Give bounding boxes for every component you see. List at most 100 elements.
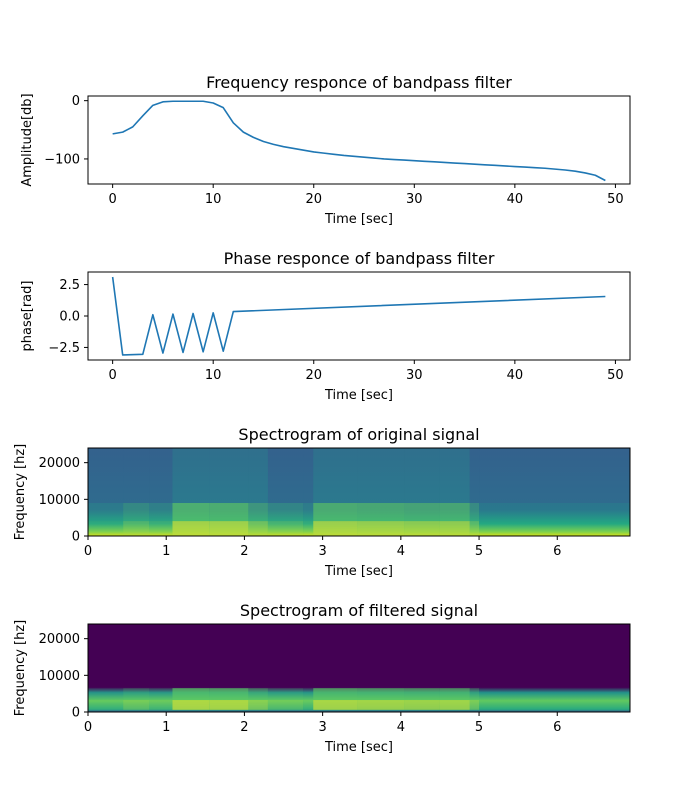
spectrogram-band-segment — [88, 503, 124, 536]
x-axis-label: Time [sec] — [324, 212, 393, 227]
axes-frame — [87, 95, 631, 185]
spectrogram-hot-segment — [267, 700, 304, 710]
spectrogram-column — [357, 448, 405, 503]
spectrogram-hot-segment — [303, 521, 314, 536]
spectrogram-hot-segment — [172, 521, 210, 536]
chart-title: Spectrogram of filtered signal — [240, 601, 478, 620]
spectrogram-hot-segment — [439, 521, 470, 536]
series-line — [112, 100, 606, 182]
spectrogram-hot-segment — [248, 521, 268, 536]
x-tick-label: 4 — [397, 720, 405, 735]
spectrogram-band-segment — [149, 688, 173, 710]
spectrogram-hot-segment — [303, 700, 314, 710]
x-tick-label: 2 — [240, 720, 248, 735]
spectrogram-hot-segment — [313, 521, 358, 536]
spectrogram-column — [303, 448, 314, 503]
x-tick-label: 30 — [406, 368, 423, 383]
x-tick-label: 1 — [162, 720, 170, 735]
spectrogram-band-segment — [404, 503, 440, 536]
y-axis-label: Frequency [hz] — [13, 444, 28, 541]
y-axis-label: phase[rad] — [20, 281, 35, 352]
spectrogram-column — [469, 448, 480, 503]
x-tick-label: 4 — [397, 544, 405, 559]
spectrogram-column — [209, 448, 249, 503]
spectrogram-hot-segment — [357, 521, 405, 536]
axes-frame — [87, 447, 631, 537]
x-tick-label: 0 — [84, 720, 92, 735]
axes-frame — [87, 271, 631, 361]
spectrogram-column — [172, 448, 210, 503]
x-axis-label: Time [sec] — [324, 388, 393, 403]
spectrogram-hot-segment — [404, 700, 440, 710]
spectrogram-band-segment — [303, 688, 314, 710]
spectrogram-band-segment — [313, 688, 358, 710]
chart-title: Spectrogram of original signal — [238, 425, 479, 444]
spectrogram-band-segment — [209, 503, 249, 536]
spectrogram-band-segment — [123, 688, 150, 710]
x-tick-label: 3 — [318, 544, 326, 559]
spectrogram-hot-segment — [172, 700, 210, 710]
spectrogram-band-segment — [209, 688, 249, 710]
spectrogram-hot-segment — [357, 700, 405, 710]
x-tick-label: 30 — [406, 192, 423, 207]
y-axis-label: Frequency [hz] — [13, 620, 28, 717]
spectrogram-hot-segment — [149, 700, 173, 710]
x-tick-label: 1 — [162, 544, 170, 559]
x-tick-label: 10 — [205, 368, 222, 383]
spectrogram-band-segment — [267, 688, 304, 710]
spectrogram-band-segment — [267, 503, 304, 536]
x-tick-label: 2 — [240, 544, 248, 559]
spectrogram-column — [313, 448, 358, 503]
y-axis-label: Amplitude[db] — [20, 93, 35, 186]
spectrogram-hot-segment — [209, 700, 249, 710]
x-tick-label: 10 — [205, 192, 222, 207]
spectrogram-column — [88, 448, 124, 503]
x-tick-label: 20 — [305, 368, 322, 383]
spectrogram-hot-segment — [149, 521, 173, 536]
spectrogram-column — [439, 448, 470, 503]
spectrogram-band-segment — [439, 688, 470, 710]
spectrogram-band-segment — [248, 503, 268, 536]
spectrogram-band-segment — [313, 503, 358, 536]
spectrogram-hot-segment — [88, 700, 124, 710]
x-tick-label: 0 — [84, 544, 92, 559]
spectrogram-hot-segment — [88, 521, 123, 536]
spectrogram-column — [149, 448, 173, 503]
spectrogram-hot-segment — [469, 700, 480, 710]
spectrogram-column — [267, 448, 304, 503]
subplot-4: 0 1 2 3 4 5 6 0 10000 20000 Spectrogram of filtere… — [13, 601, 631, 755]
spectrogram-band-segment — [149, 503, 173, 536]
y-tick-label: 10000 — [39, 669, 80, 684]
chart-title: Phase responce of bandpass filter — [224, 249, 495, 268]
y-tick-label: −2.5 — [48, 341, 80, 356]
spectrogram-band-segment — [88, 688, 124, 710]
spectrogram-band-segment — [248, 688, 268, 710]
y-tick-label: 10000 — [39, 493, 80, 508]
spectrogram-band-segment — [303, 503, 314, 536]
spectrogram-hot-segment — [267, 521, 304, 536]
x-tick-label: 50 — [607, 192, 624, 207]
y-tick-label: −100 — [44, 152, 80, 167]
chart-title: Frequency responce of bandpass filter — [206, 73, 512, 92]
series-line — [111, 276, 606, 356]
x-tick-label: 50 — [607, 368, 624, 383]
spectrogram-hot-segment — [123, 700, 150, 710]
spectrogram-band-segment — [469, 503, 480, 536]
x-tick-label: 3 — [318, 720, 326, 735]
spectrogram-hot-segment — [404, 521, 440, 536]
y-tick-label: 0 — [72, 530, 80, 545]
spectrogram-hot-segment — [209, 521, 249, 536]
subplot-1: 0 10 20 30 40 50 0 −100 Frequency responce of ba… — [20, 73, 631, 227]
axes-frame — [87, 623, 631, 713]
spectrogram-band-segment — [469, 688, 480, 710]
spectrogram-hot-segment — [469, 521, 480, 536]
spectrogram-hot-segment — [313, 700, 358, 710]
x-tick-label: 5 — [475, 544, 483, 559]
spectrogram-hot-segment — [479, 521, 630, 536]
spectrogram-hot-segment — [439, 700, 470, 710]
x-axis-label: Time [sec] — [324, 564, 393, 579]
y-tick-label: 0.0 — [59, 310, 80, 325]
spectrogram-hot-segment — [479, 700, 630, 710]
x-tick-label: 6 — [553, 720, 561, 735]
spectrogram-band-segment — [357, 688, 405, 710]
